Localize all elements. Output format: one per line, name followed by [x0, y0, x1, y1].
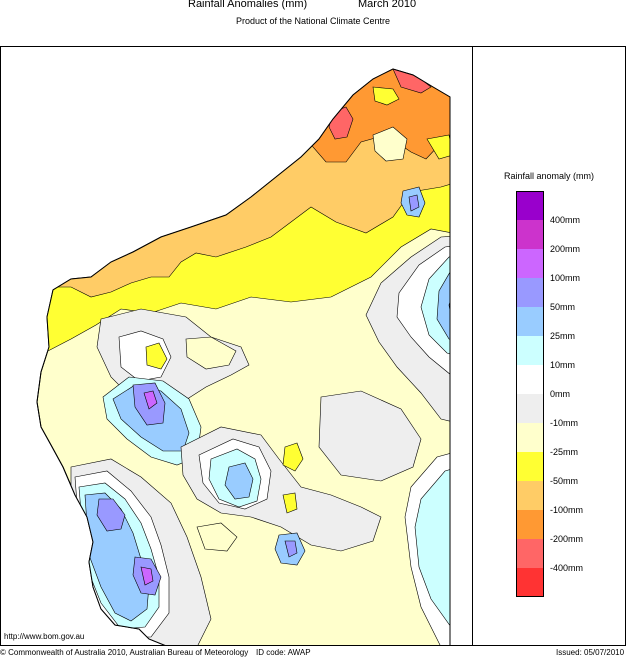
source-url: http://www.bom.gov.au: [4, 632, 85, 641]
legend-swatch: [516, 191, 544, 220]
anomaly-plus10-southeast: [414, 462, 450, 638]
legend-label: -50mm: [550, 476, 579, 486]
legend-entry: -400mm: [516, 539, 616, 573]
legend-entry: 10mm: [516, 336, 616, 370]
anomaly-plus100-southwest: [140, 566, 154, 586]
legend-entry: -50mm: [516, 452, 616, 486]
legend-label: -200mm: [550, 534, 584, 544]
legend-label: 10mm: [550, 360, 576, 370]
legend-entry: -100mm: [516, 481, 616, 515]
anomaly-plus100-north: [408, 194, 420, 212]
legend-label: -25mm: [550, 447, 579, 457]
legend-swatch: [516, 452, 544, 481]
wa-coastline: [36, 68, 451, 645]
legend-swatch: [516, 220, 544, 249]
anomaly-minus25-pocket: [185, 336, 237, 370]
anomaly-plus25-east: [436, 260, 450, 348]
legend-label: 100mm: [550, 273, 581, 283]
legend-swatch: [516, 568, 544, 597]
legend-panel: Rainfall anomaly (mm) 400mm 200mm 100mm 50m…: [473, 46, 626, 646]
map-title: Rainfall Anomalies (mm): [188, 0, 308, 10]
legend-label: 50mm: [550, 302, 576, 312]
legend-entry: -10mm: [516, 394, 616, 428]
anomaly-minus50-pocket-1: [145, 342, 168, 370]
anomaly-minus25-kimberley-1: [372, 126, 408, 162]
anomaly-minus25-kimberley-3: [426, 134, 450, 160]
legend-swatch: [516, 510, 544, 539]
legend-entry: 0mm: [516, 365, 616, 399]
legend-label: -10mm: [550, 418, 579, 428]
rainfall-map: [0, 46, 473, 646]
legend-swatch: [516, 539, 544, 568]
anomaly-minus50-pocket-3: [282, 492, 298, 514]
anomaly-plus100-central: [143, 390, 158, 410]
legend-swatch: [516, 307, 544, 336]
anomaly-minus25-pocket-south: [196, 522, 238, 552]
legend-entry: 50mm: [516, 278, 616, 312]
legend-entry: -200mm: [516, 510, 616, 544]
anomaly-minus10-middle: [318, 390, 422, 482]
legend-entry: 25mm: [516, 307, 616, 341]
legend-title: Rainfall anomaly (mm): [503, 171, 595, 181]
anomaly-plus50-pocket-south: [284, 540, 298, 558]
copyright-notice: © Commonwealth of Australia 2010, Austra…: [0, 648, 249, 657]
anomaly-minus25-kimberley-2: [372, 86, 400, 106]
anomaly-plus25-south-central: [224, 462, 254, 500]
legend-entry: 200mm: [516, 220, 616, 254]
anomaly-plus50-east: [448, 272, 450, 338]
map-canvas: [36, 68, 451, 645]
legend-label: 200mm: [550, 244, 581, 254]
map-subtitle: Product of the National Climate Centre: [235, 16, 391, 26]
legend-swatch: [516, 365, 544, 394]
legend-swatch: [516, 394, 544, 423]
legend-swatch: [516, 423, 544, 452]
legend-label: -100mm: [550, 505, 584, 515]
legend-label: -400mm: [550, 563, 584, 573]
issued-date: Issued: 05/07/2010: [556, 648, 625, 657]
legend-swatch: [516, 481, 544, 510]
legend-entry: 400mm: [516, 191, 616, 225]
legend-entry: -25mm: [516, 423, 616, 457]
id-code: ID code: AWAP: [256, 648, 311, 657]
anomaly-plus50-southwest: [96, 498, 126, 532]
legend-label: 0mm: [550, 389, 570, 399]
anomaly-minus50-pocket-2: [282, 442, 304, 472]
legend-swatch: [516, 249, 544, 278]
legend-swatch: [516, 278, 544, 307]
map-period: March 2010: [358, 0, 417, 10]
legend-swatch: [516, 336, 544, 365]
legend-entry: [516, 568, 616, 597]
legend-label: 25mm: [550, 331, 576, 341]
legend-label: 400mm: [550, 215, 581, 225]
legend-entry: 100mm: [516, 249, 616, 283]
